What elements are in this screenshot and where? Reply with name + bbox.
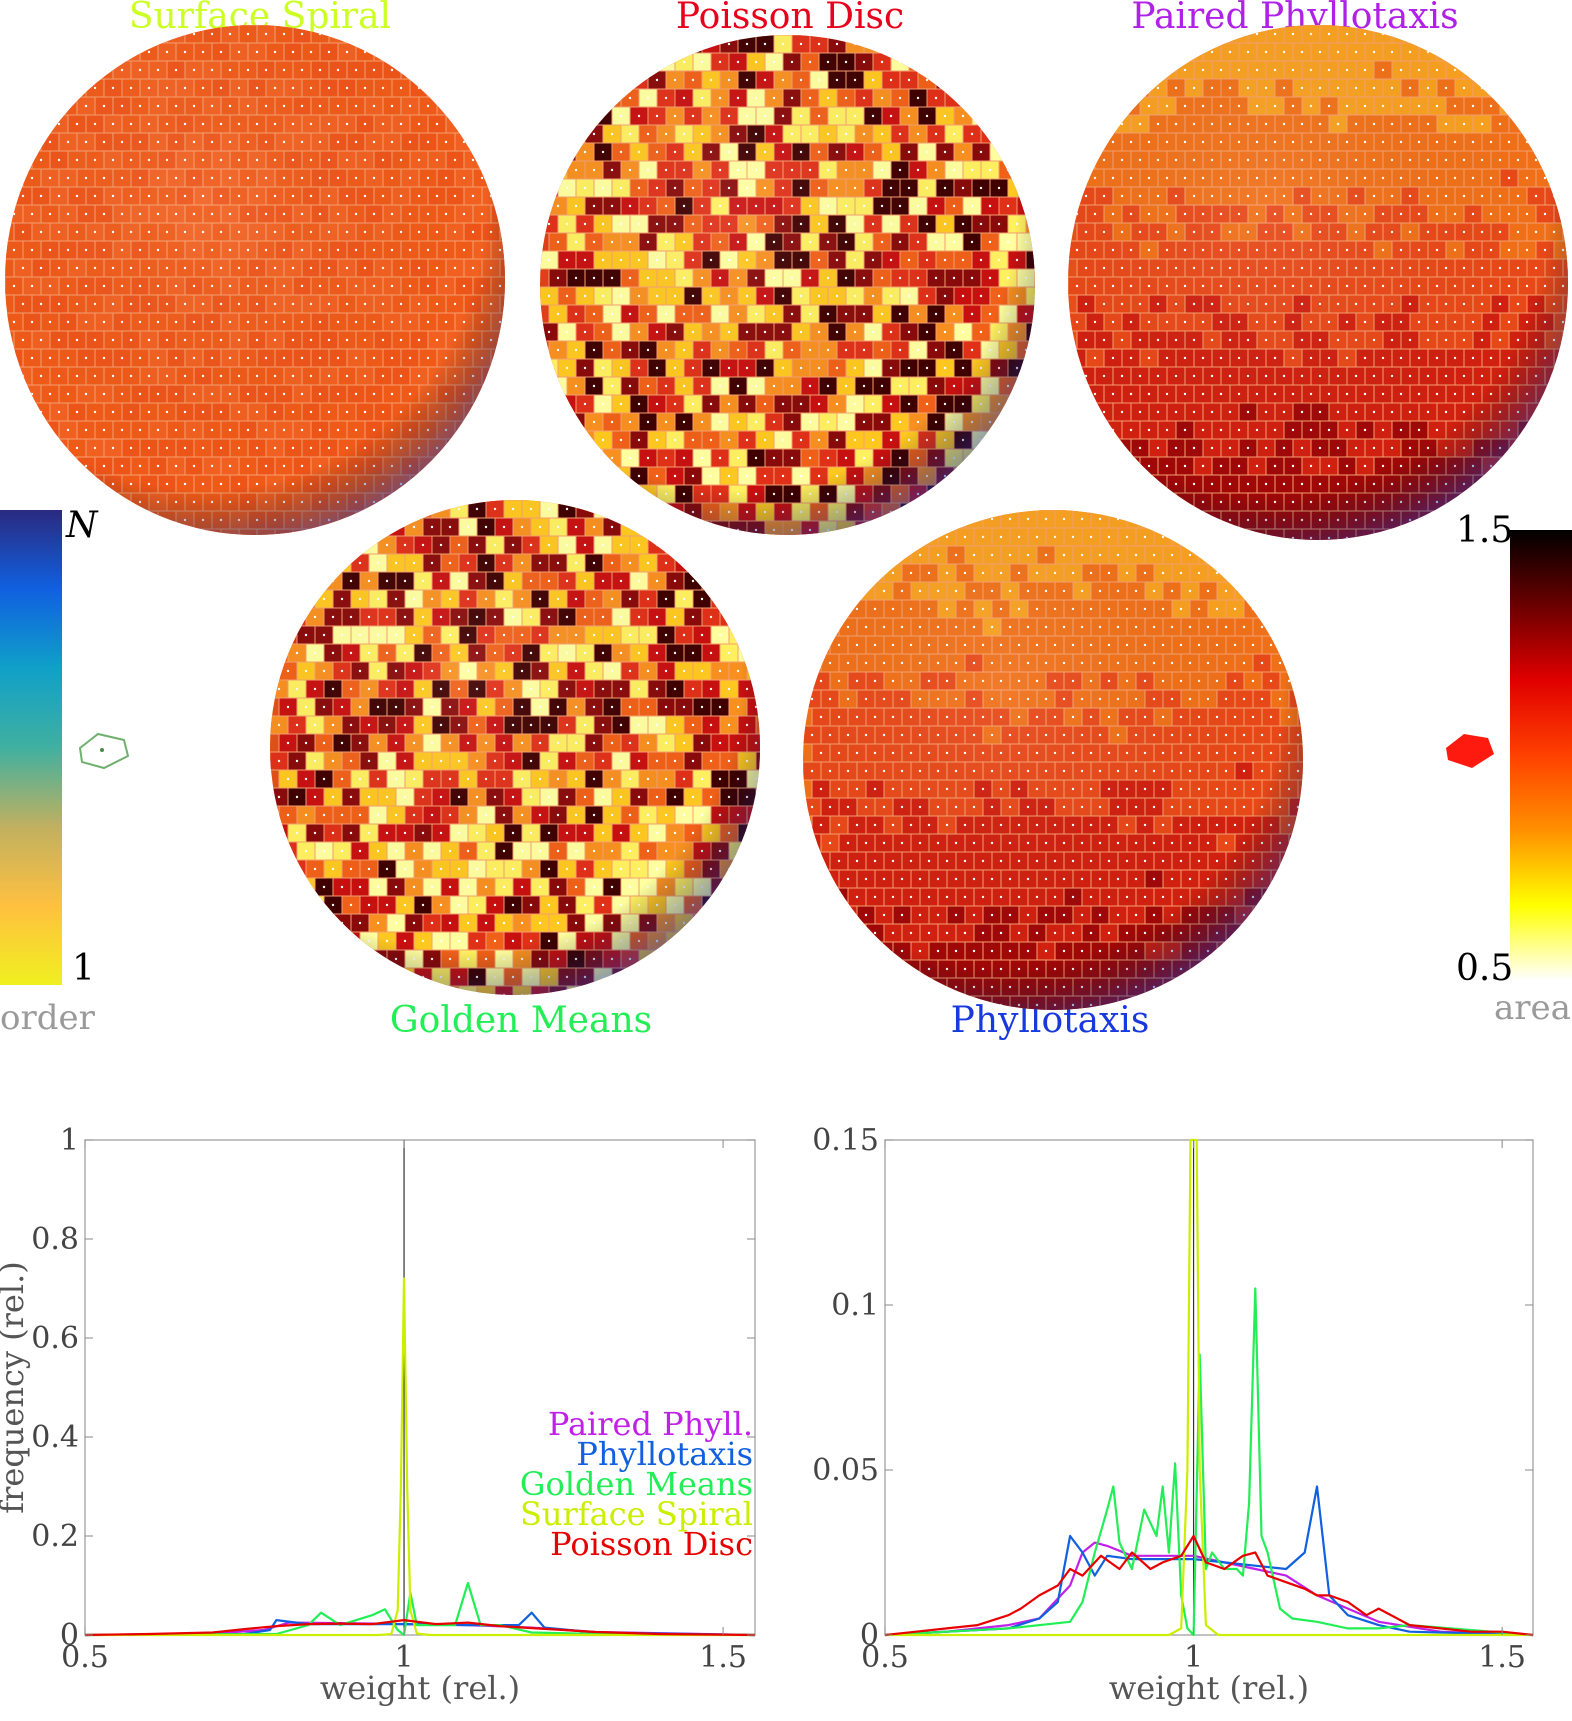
- sphere-shading: [540, 35, 1035, 535]
- sphere-surface-spiral: [5, 25, 505, 535]
- sphere-shading: [1068, 25, 1568, 540]
- sphere-golden-means: [270, 500, 760, 995]
- sphere-shading: [5, 25, 505, 535]
- title-poisson-disc: Poisson Disc: [675, 0, 905, 37]
- sphere-paired-phyllotaxis: [1068, 25, 1568, 540]
- sphere-poisson-disc: [540, 35, 1035, 535]
- title-golden-means: Golden Means: [389, 1000, 653, 1041]
